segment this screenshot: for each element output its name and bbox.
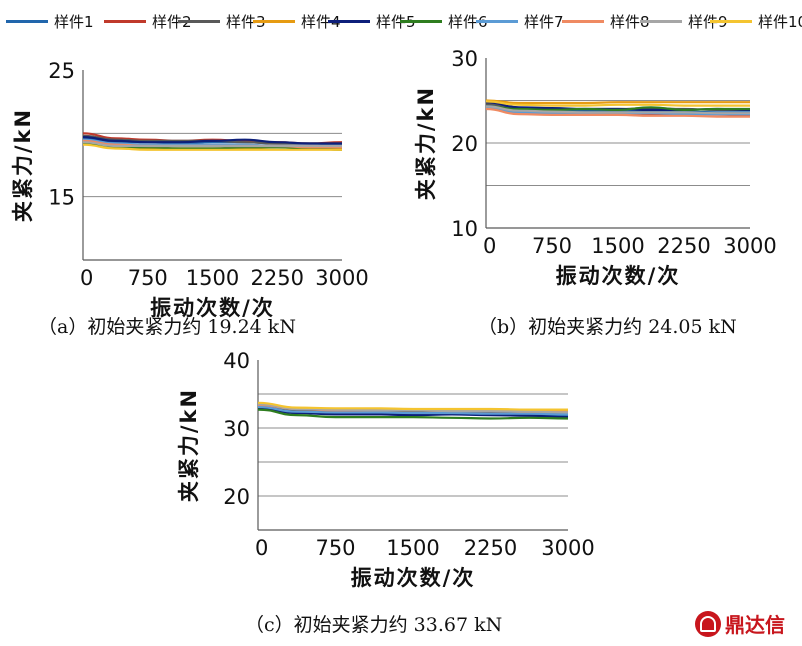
x-axis-title: 振动次数/次 bbox=[150, 296, 275, 320]
legend-swatch bbox=[710, 19, 752, 23]
legend-label: 样件8 bbox=[610, 12, 650, 31]
legend-item-9: 样件9 bbox=[640, 10, 728, 32]
legend-label: 样件4 bbox=[301, 12, 341, 31]
legend-item-8: 样件8 bbox=[562, 10, 650, 32]
series-line-样件10 bbox=[257, 401, 568, 411]
y-tick-label: 40 bbox=[223, 349, 250, 373]
x-tick-label: 2250 bbox=[251, 266, 304, 290]
legend-swatch bbox=[476, 19, 518, 23]
legend-swatch bbox=[178, 19, 220, 23]
x-tick-label: 3000 bbox=[723, 234, 776, 258]
series-line-样件9 bbox=[82, 141, 342, 148]
y-tick-label: 10 bbox=[451, 217, 478, 241]
series-line-样件8 bbox=[485, 107, 750, 118]
chart-panel-b: 10 20 30 0 750 1500 2250 3000 振动次数/次 夹紧力/kN bbox=[414, 47, 777, 288]
series-line-样件5 bbox=[257, 407, 569, 419]
series-line-样件4 bbox=[485, 99, 750, 105]
y-tick-label: 30 bbox=[451, 47, 478, 71]
x-axis-title: 振动次数/次 bbox=[351, 566, 476, 590]
series-line-样件6 bbox=[485, 105, 750, 111]
legend-item-4: 样件4 bbox=[253, 10, 341, 32]
chart-panel-a: 15 25 0 750 1500 2250 3000 振动次数/次 夹紧力/kN bbox=[11, 59, 369, 320]
x-tick-label: 1500 bbox=[186, 266, 239, 290]
x-tick-label: 0 bbox=[483, 234, 496, 258]
series-line-样件9 bbox=[485, 105, 750, 115]
caption-a: （a）初始夹紧力约 19.24 kN bbox=[38, 316, 296, 338]
series-line-样件10 bbox=[82, 143, 342, 151]
y-tick-label: 20 bbox=[451, 132, 478, 156]
legend-item-10: 样件10 bbox=[710, 10, 802, 32]
legend-label: 样件6 bbox=[448, 12, 488, 31]
legend-label: 样件7 bbox=[524, 12, 564, 31]
legend-label: 样件1 bbox=[54, 12, 94, 31]
x-tick-label: 2250 bbox=[464, 536, 517, 560]
series-line-样件5 bbox=[82, 136, 342, 145]
legend-swatch bbox=[400, 19, 442, 23]
legend-swatch bbox=[104, 19, 146, 23]
legend-item-2: 样件2 bbox=[104, 10, 192, 32]
x-tick-label: 1500 bbox=[591, 234, 644, 258]
x-axis-title: 振动次数/次 bbox=[556, 264, 681, 288]
series-line-样件6 bbox=[257, 408, 569, 420]
series-line-样件9 bbox=[257, 403, 569, 414]
brand-logo: 鼎达信 bbox=[695, 609, 785, 638]
brand-mark-icon bbox=[695, 610, 721, 637]
chart-panel-c: 20 30 40 0 750 1500 2250 3000 振动次数/次 夹紧力/kN bbox=[177, 349, 595, 590]
y-tick-label: 20 bbox=[223, 485, 250, 509]
legend-swatch bbox=[640, 19, 682, 23]
legend-item-6: 样件6 bbox=[400, 10, 488, 32]
x-tick-label: 0 bbox=[255, 536, 268, 560]
x-tick-label: 750 bbox=[532, 234, 572, 258]
y-axis-title: 夹紧力/kN bbox=[414, 86, 438, 200]
x-tick-label: 2250 bbox=[657, 234, 710, 258]
legend-swatch bbox=[562, 19, 604, 23]
y-tick-label: 15 bbox=[48, 186, 75, 210]
legend-label: 样件2 bbox=[152, 12, 192, 31]
caption-c: （c）初始夹紧力约 33.67 kN bbox=[245, 614, 503, 636]
legend-swatch bbox=[6, 19, 48, 23]
series-line-样件7 bbox=[257, 405, 569, 416]
y-axis-title: 夹紧力/kN bbox=[177, 388, 201, 502]
x-tick-label: 750 bbox=[128, 266, 168, 290]
legend-label: 样件9 bbox=[688, 12, 728, 31]
legend-label: 样件5 bbox=[376, 12, 416, 31]
x-tick-label: 750 bbox=[315, 536, 355, 560]
legend-swatch bbox=[253, 19, 295, 23]
legend-label: 样件10 bbox=[758, 12, 802, 31]
legend-item-5: 样件5 bbox=[328, 10, 416, 32]
x-tick-label: 3000 bbox=[541, 536, 594, 560]
x-tick-label: 0 bbox=[80, 266, 93, 290]
legend-item-7: 样件7 bbox=[476, 10, 564, 32]
x-tick-label: 3000 bbox=[315, 266, 368, 290]
y-tick-label: 25 bbox=[48, 59, 75, 83]
x-tick-label: 1500 bbox=[386, 536, 439, 560]
y-tick-label: 30 bbox=[223, 417, 250, 441]
legend-label: 样件3 bbox=[226, 12, 266, 31]
legend-item-1: 样件1 bbox=[6, 10, 94, 32]
legend-swatch bbox=[328, 19, 370, 23]
caption-b: （b）初始夹紧力约 24.05 kN bbox=[478, 316, 737, 338]
series-line-样件6 bbox=[82, 142, 343, 151]
series-line-样件10 bbox=[485, 100, 750, 107]
brand-name: 鼎达信 bbox=[725, 613, 785, 637]
chart-legend: 样件1 样件2 样件3 样件4 样件5 样件6 样件7 样件8 样件9 样件10 bbox=[0, 4, 802, 34]
y-axis-title: 夹紧力/kN bbox=[11, 108, 35, 222]
legend-item-3: 样件3 bbox=[178, 10, 266, 32]
